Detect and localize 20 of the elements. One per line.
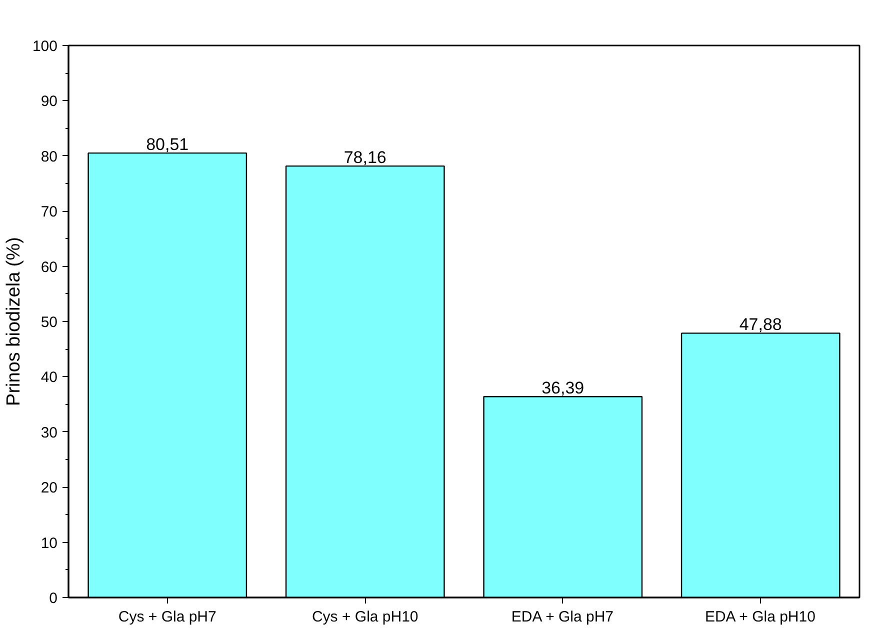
y-tick-label: 30 bbox=[40, 424, 58, 442]
y-tick-label: 50 bbox=[40, 314, 58, 331]
y-tick-label: 70 bbox=[40, 204, 58, 221]
data-label: 47,88 bbox=[739, 315, 782, 334]
y-tick-label: 90 bbox=[40, 93, 58, 110]
data-label: 80,51 bbox=[146, 135, 189, 154]
x-tick-label: EDA + Gla pH10 bbox=[704, 608, 816, 626]
y-tick-label: 80 bbox=[40, 148, 58, 166]
x-tick-label: Cys + Gla pH7 bbox=[118, 608, 216, 626]
y-tick-label: 60 bbox=[40, 258, 58, 276]
data-label: 36,39 bbox=[542, 378, 584, 398]
y-tick-label: 20 bbox=[40, 480, 58, 497]
x-tick-label: Cys + Gla pH10 bbox=[312, 608, 418, 626]
y-tick-label: 10 bbox=[40, 534, 58, 552]
data-label: 78,16 bbox=[344, 148, 386, 168]
x-tick-label: EDA + Gla pH7 bbox=[511, 608, 614, 626]
y-tick-label: 0 bbox=[49, 590, 58, 607]
y-tick-label: 40 bbox=[40, 369, 58, 386]
y-tick-label: 100 bbox=[32, 38, 58, 55]
y-axis-title: Prinos biodizela (%) bbox=[3, 237, 24, 406]
